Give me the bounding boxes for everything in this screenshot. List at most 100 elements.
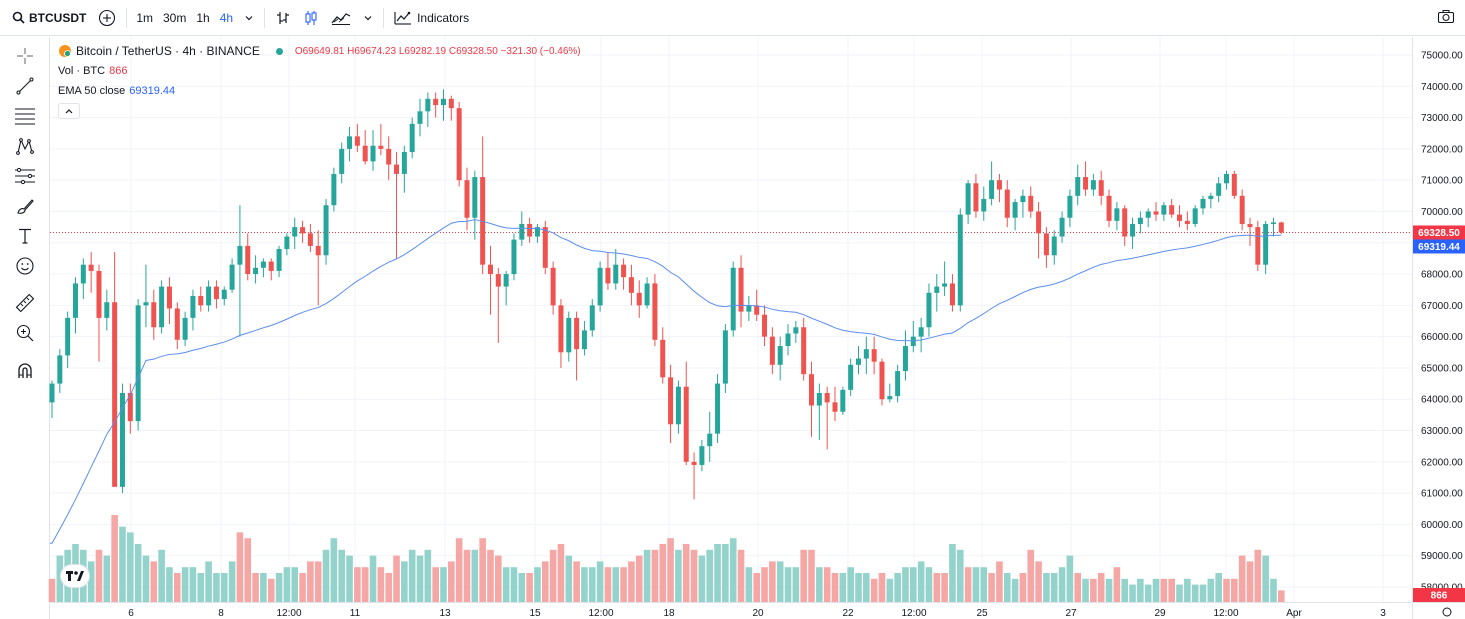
candle xyxy=(433,92,439,118)
candle-body xyxy=(1137,217,1143,224)
volume-bar xyxy=(220,573,228,602)
volume-bar xyxy=(150,561,158,602)
candle-body xyxy=(1075,177,1081,196)
candle-body xyxy=(1083,177,1089,190)
price-tick-label: 74000.00 xyxy=(1421,82,1463,93)
candle xyxy=(1090,173,1096,196)
volume-bar xyxy=(166,567,173,602)
candle-body xyxy=(253,267,259,275)
trend-line-tool[interactable] xyxy=(14,75,36,97)
volume-bar xyxy=(1043,573,1050,602)
volume-bar xyxy=(510,567,518,602)
volume-bar xyxy=(173,573,181,602)
bar-style-button[interactable] xyxy=(269,0,297,36)
volume-bar xyxy=(667,538,674,602)
candle-body xyxy=(769,336,775,365)
candle xyxy=(895,364,901,403)
candle-body xyxy=(49,383,55,403)
candle-body xyxy=(1255,227,1261,265)
symbol-title[interactable]: Bitcoin / TetherUS · 4h · BINANCE xyxy=(76,44,260,58)
legend-volume-row[interactable]: Vol · BTC 866 xyxy=(58,61,581,81)
settings-button[interactable] xyxy=(1442,607,1452,617)
candle xyxy=(472,170,478,240)
candle-body xyxy=(370,145,376,162)
candle-body xyxy=(72,283,78,318)
price-tick-label: 65000.00 xyxy=(1421,363,1463,374)
ema-value: 69319.44 xyxy=(129,85,176,97)
price-tick-label: 64000.00 xyxy=(1421,395,1463,406)
candle-body xyxy=(902,346,908,372)
pattern-tool[interactable] xyxy=(14,135,36,157)
volume-bar xyxy=(416,555,424,602)
timeframe-dropdown[interactable] xyxy=(238,0,260,36)
candle-body xyxy=(895,371,901,397)
candle-body xyxy=(88,264,94,271)
volume-bar xyxy=(839,573,847,602)
candle-body xyxy=(237,245,243,265)
symbol-search-button[interactable]: BTCUSDT xyxy=(0,0,92,36)
candle-body xyxy=(511,239,517,275)
candle xyxy=(581,321,587,356)
magnet-tool[interactable] xyxy=(14,360,36,382)
indicators-button[interactable]: Indicators xyxy=(388,0,475,36)
volume-bar xyxy=(385,573,392,602)
candle-style-button[interactable] xyxy=(297,0,325,36)
timeframe-1h[interactable]: 1h xyxy=(196,10,210,25)
timeframe-30m[interactable]: 30m xyxy=(163,10,187,25)
timeframe-4h[interactable]: 4h xyxy=(219,10,234,25)
candle xyxy=(1067,189,1073,228)
compare-symbol-button[interactable] xyxy=(92,0,122,36)
candle-body xyxy=(777,346,783,365)
text-tool[interactable] xyxy=(14,225,36,247)
zoom-in-tool[interactable] xyxy=(14,322,36,344)
candle xyxy=(88,252,94,293)
snapshot-button[interactable] xyxy=(1437,9,1455,28)
volume-bar xyxy=(690,549,698,602)
volume-bar xyxy=(996,561,1003,602)
candle-body xyxy=(996,180,1002,190)
volume-bar xyxy=(408,549,416,602)
forecast-tool[interactable] xyxy=(14,165,36,187)
candle xyxy=(495,267,501,343)
volume-bar xyxy=(56,555,64,602)
volume-bar xyxy=(111,515,118,602)
candle xyxy=(1255,220,1261,271)
emoji-tool[interactable] xyxy=(14,255,36,277)
volume-bar xyxy=(267,578,275,602)
fib-retracement-tool[interactable] xyxy=(14,105,36,127)
time-tick-label: 3 xyxy=(1380,608,1386,619)
area-style-button[interactable] xyxy=(325,0,357,36)
volume-bar xyxy=(1035,561,1042,602)
time-tick-label: 15 xyxy=(529,608,541,619)
crosshair-tool[interactable] xyxy=(14,45,36,67)
candle xyxy=(1278,221,1284,234)
candle-body xyxy=(1114,208,1120,221)
volume-bar xyxy=(275,573,283,602)
volume-bar xyxy=(565,555,573,602)
brush-tool[interactable] xyxy=(14,195,36,217)
symbol-label: BTCUSDT xyxy=(29,10,87,25)
legend-collapse-button[interactable] xyxy=(58,103,80,119)
measure-tool[interactable] xyxy=(14,292,36,314)
volume-bar xyxy=(142,555,150,602)
candle-body xyxy=(339,148,345,174)
candle-body xyxy=(605,267,611,284)
candle-body xyxy=(668,377,674,425)
timeframe-1m[interactable]: 1m xyxy=(136,10,153,25)
candle-body xyxy=(1278,222,1284,233)
candle-body xyxy=(104,302,110,318)
candle xyxy=(112,252,118,487)
volume-bar xyxy=(737,549,745,602)
volume-bar xyxy=(659,544,667,602)
candle-body xyxy=(965,183,971,215)
legend-ema-row[interactable]: EMA 50 close 69319.44 xyxy=(58,81,581,101)
candle-body xyxy=(221,289,227,300)
candle-body xyxy=(762,314,768,337)
candle xyxy=(448,95,454,121)
candle-body xyxy=(534,227,540,237)
tradingview-logo[interactable] xyxy=(61,565,89,587)
candle-body xyxy=(621,264,627,278)
candle xyxy=(417,98,423,137)
chart-style-dropdown[interactable] xyxy=(357,0,379,36)
